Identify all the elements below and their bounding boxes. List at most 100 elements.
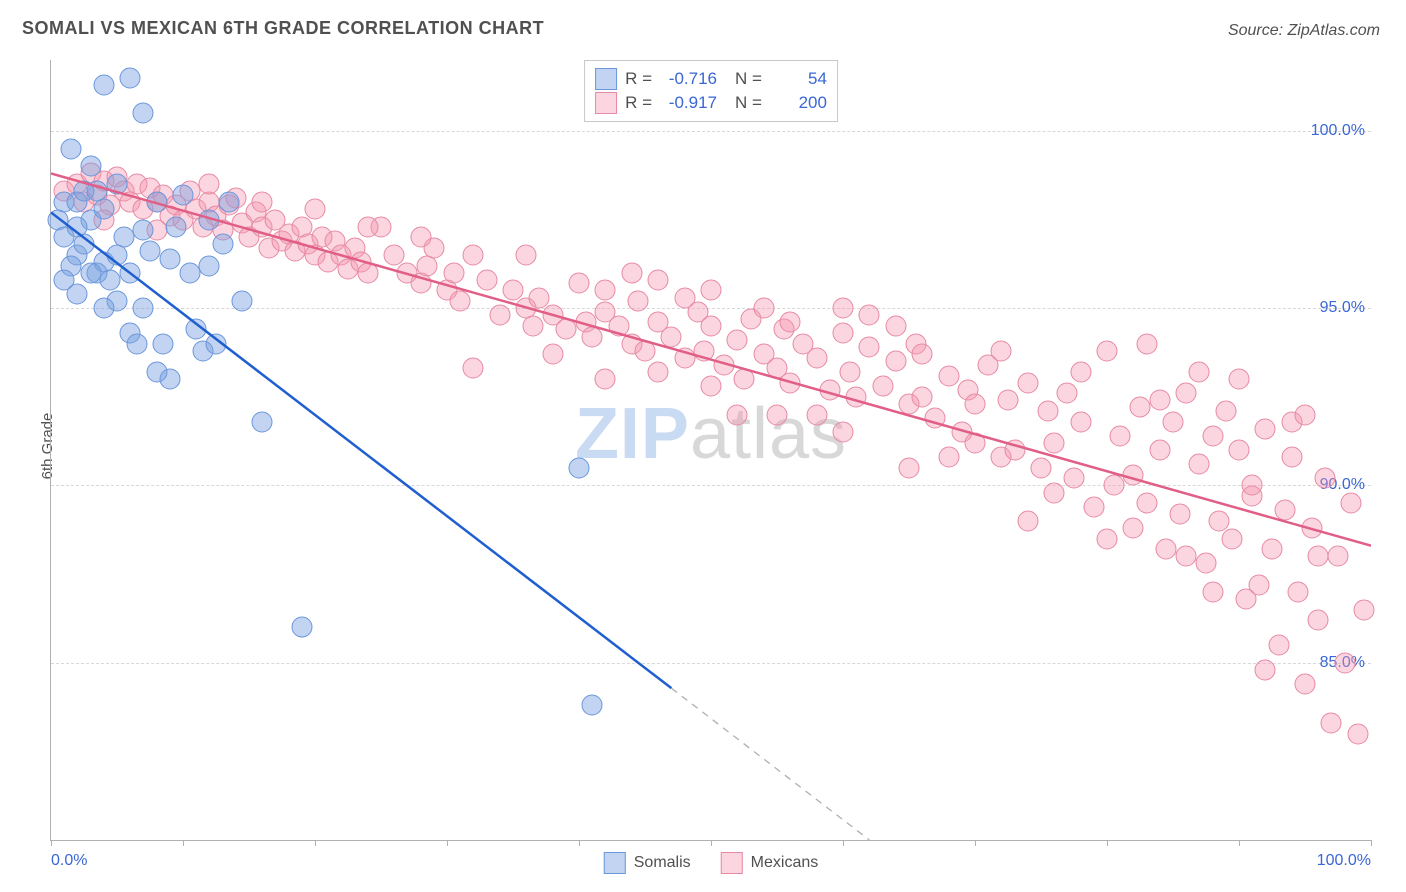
chart-title: SOMALI VS MEXICAN 6TH GRADE CORRELATION …	[22, 18, 544, 39]
legend-bottom-item: Somalis	[604, 852, 691, 874]
mexican-point	[1064, 468, 1085, 489]
mexican-point	[1070, 362, 1091, 383]
mexican-point	[1057, 383, 1078, 404]
mexican-point	[991, 340, 1012, 361]
mexican-point	[1176, 383, 1197, 404]
mexican-point	[522, 315, 543, 336]
mexican-point	[1083, 496, 1104, 517]
mexican-point	[998, 390, 1019, 411]
mexican-point	[503, 280, 524, 301]
mexican-point	[1202, 425, 1223, 446]
mexican-point	[1176, 546, 1197, 567]
mexican-point	[1110, 425, 1131, 446]
mexican-point	[1255, 659, 1276, 680]
mexican-point	[1037, 401, 1058, 422]
mexican-point	[925, 408, 946, 429]
mexican-point	[859, 337, 880, 358]
mexican-point	[357, 216, 378, 237]
somali-point	[87, 181, 108, 202]
mexican-point	[1215, 401, 1236, 422]
mexican-point	[569, 273, 590, 294]
ytick-label: 100.0%	[1311, 122, 1365, 140]
xtick-label: 100.0%	[1317, 852, 1371, 870]
mexican-point	[734, 369, 755, 390]
xtick-label: 0.0%	[51, 852, 87, 870]
mexican-point	[1149, 440, 1170, 461]
xtick	[711, 840, 712, 846]
mexican-point	[701, 315, 722, 336]
mexican-point	[1262, 539, 1283, 560]
mexican-point	[1229, 440, 1250, 461]
mexican-point	[1222, 528, 1243, 549]
legend-bottom-label: Somalis	[634, 854, 691, 872]
mexican-point	[529, 287, 550, 308]
mexican-point	[1321, 713, 1342, 734]
legend-n-value: 200	[772, 93, 827, 113]
mexican-point	[595, 369, 616, 390]
legend-swatch	[604, 852, 626, 874]
mexican-point	[701, 280, 722, 301]
somali-point	[291, 617, 312, 638]
gridline	[51, 485, 1371, 486]
mexican-point	[628, 291, 649, 312]
somali-point	[219, 191, 240, 212]
mexican-point	[1242, 475, 1263, 496]
mexican-point	[199, 174, 220, 195]
mexican-point	[1044, 482, 1065, 503]
mexican-point	[714, 354, 735, 375]
somali-point	[153, 333, 174, 354]
mexican-point	[1044, 432, 1065, 453]
xtick	[183, 840, 184, 846]
mexican-point	[542, 344, 563, 365]
mexican-point	[1097, 340, 1118, 361]
somali-point	[133, 220, 154, 241]
mexican-point	[1017, 510, 1038, 531]
mexican-point	[582, 326, 603, 347]
mexican-point	[1189, 454, 1210, 475]
mexican-point	[1308, 546, 1329, 567]
legend-n-label: N =	[735, 69, 762, 89]
mexican-point	[516, 245, 537, 266]
mexican-point	[1189, 362, 1210, 383]
mexican-point	[859, 305, 880, 326]
mexican-point	[1004, 440, 1025, 461]
mexican-point	[1031, 457, 1052, 478]
somali-point	[100, 269, 121, 290]
mexican-point	[252, 191, 273, 212]
mexican-point	[1156, 539, 1177, 560]
mexican-point	[1334, 652, 1355, 673]
mexican-point	[806, 347, 827, 368]
mexican-point	[674, 347, 695, 368]
somali-point	[120, 262, 141, 283]
mexican-point	[1328, 546, 1349, 567]
mexican-point	[1209, 510, 1230, 531]
xtick	[1107, 840, 1108, 846]
mexican-point	[648, 362, 669, 383]
legend-n-label: N =	[735, 93, 762, 113]
mexican-point	[1301, 518, 1322, 539]
source-text: Source: ZipAtlas.com	[1228, 22, 1380, 40]
legend-swatch	[595, 68, 617, 90]
mexican-point	[1136, 493, 1157, 514]
somali-point	[93, 74, 114, 95]
mexican-point	[753, 298, 774, 319]
mexican-point	[1103, 475, 1124, 496]
mexican-point	[635, 340, 656, 361]
mexican-point	[899, 457, 920, 478]
mexican-point	[1275, 500, 1296, 521]
watermark-zip: ZIP	[575, 394, 690, 474]
mexican-point	[555, 319, 576, 340]
somali-point	[80, 262, 101, 283]
somali-point	[159, 248, 180, 269]
mexican-point	[872, 376, 893, 397]
trend-lines	[51, 60, 1371, 840]
mexican-point	[1202, 581, 1223, 602]
mexican-point	[780, 312, 801, 333]
legend-top: R = -0.716 N = 54 R = -0.917 N = 200	[584, 60, 838, 122]
mexican-point	[701, 376, 722, 397]
mexican-point	[1229, 369, 1250, 390]
mexican-point	[489, 305, 510, 326]
somali-point	[159, 369, 180, 390]
legend-bottom-label: Mexicans	[751, 854, 819, 872]
mexican-point	[476, 269, 497, 290]
